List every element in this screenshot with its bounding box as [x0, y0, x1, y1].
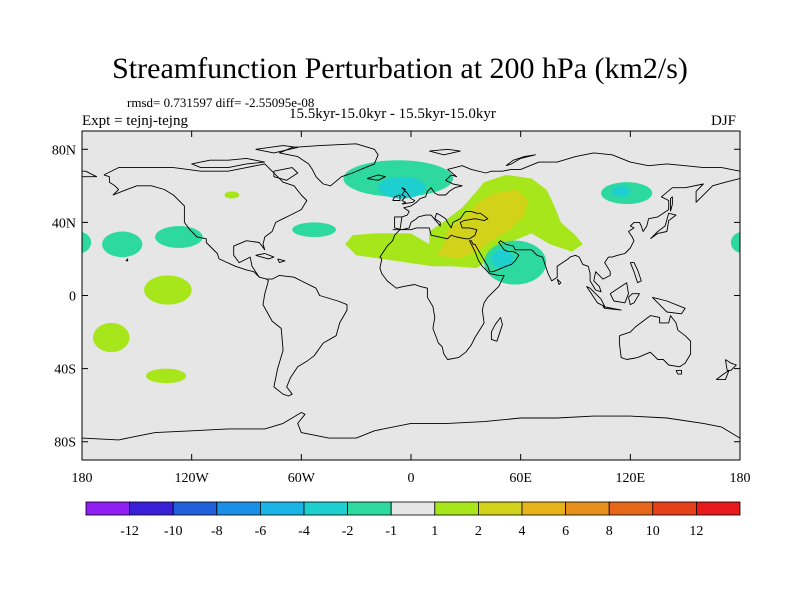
- colorbar-label: -8: [211, 524, 223, 539]
- coastline: [586, 285, 606, 307]
- colorbar-box: [477, 501, 523, 516]
- coastline: [366, 174, 386, 181]
- colorbar-label: 1: [431, 524, 438, 539]
- coastline: [618, 315, 692, 368]
- colorbar-label: -12: [120, 524, 139, 539]
- coastline: [602, 306, 622, 311]
- colorbar: -12 -10 -8 -6 -4 -2 -1 1 2 4 6 8 10 12: [85, 501, 741, 539]
- anomaly-region-positive: [92, 322, 130, 353]
- lon-tick-label: 120E: [616, 471, 646, 486]
- coastline: [724, 359, 737, 371]
- colorbar-label: 6: [562, 524, 569, 539]
- anomaly-region-negative: [82, 231, 92, 254]
- colorbar-box: [129, 501, 174, 516]
- coastline: [125, 258, 129, 262]
- anomaly-region-negative: [155, 226, 203, 248]
- anomaly-region-negative: [612, 185, 631, 197]
- colorbar-box: [565, 501, 610, 516]
- axis-ticks: 80N 40N 0 40S 80S 180 120W 60W 0 60E 120E 180: [52, 131, 751, 486]
- coastline: [82, 170, 98, 178]
- coastline: [609, 282, 629, 304]
- lon-tick-label: 180: [72, 471, 93, 486]
- colorbar-box: [696, 501, 741, 516]
- lon-tick-label: 60W: [288, 471, 316, 486]
- lat-tick-label: 40S: [54, 363, 76, 378]
- lat-tick-label: 80N: [52, 143, 76, 158]
- colorbar-box: [259, 501, 305, 516]
- colorbar-box: [172, 501, 218, 516]
- lat-tick-label: 80S: [54, 436, 76, 451]
- lon-tick-label: 60E: [509, 471, 532, 486]
- colorbar-box: [434, 501, 479, 516]
- anomaly-region-negative: [102, 231, 143, 258]
- coastline: [255, 253, 275, 260]
- coastline: [675, 369, 682, 375]
- season-label: DJF: [711, 113, 737, 129]
- colorbar-label: 10: [646, 524, 660, 539]
- anomaly-region-negative: [292, 222, 337, 238]
- stats-text: rmsd= 0.731597 diff= -2.55095e-08: [127, 95, 315, 110]
- coastline: [379, 178, 740, 360]
- lon-tick-label: 120W: [175, 471, 210, 486]
- colorbar-box: [85, 501, 130, 516]
- coastline: [392, 152, 740, 231]
- coastline: [651, 296, 686, 315]
- anomaly-region-positive-core: [436, 189, 528, 259]
- colorbar-box: [652, 501, 697, 516]
- colorbar-box: [608, 501, 654, 516]
- anomaly-region-negative: [491, 249, 514, 269]
- coastline: [277, 258, 286, 264]
- coastline: [191, 157, 265, 169]
- coastline: [628, 293, 640, 306]
- colorbar-label: 8: [606, 524, 613, 539]
- coastline: [103, 163, 348, 397]
- coastline: [629, 262, 642, 284]
- plot-title: Streamfunction Perturbation at 200 hPa (…: [112, 52, 688, 85]
- colorbar-box: [347, 501, 392, 516]
- coastline: [82, 412, 740, 441]
- coastline: [255, 145, 299, 154]
- lon-tick-label: 180: [730, 471, 751, 486]
- colorbar-label: -2: [342, 524, 354, 539]
- coastline: [392, 194, 401, 201]
- experiment-label: Expt = tejnj-tejng: [82, 113, 188, 129]
- colorbar-box: [216, 501, 261, 516]
- coastline: [670, 196, 673, 212]
- colorbar-label: -6: [255, 524, 267, 539]
- coastline: [505, 154, 536, 167]
- lat-tick-label: 40N: [52, 216, 76, 231]
- colorbar-box: [521, 501, 566, 516]
- coastline: [278, 143, 379, 187]
- colorbar-box: [303, 501, 348, 516]
- coastline: [490, 317, 503, 342]
- coastline: [556, 278, 562, 285]
- coastline: [401, 187, 416, 205]
- anomaly-region-positive: [145, 368, 187, 384]
- colorbar-label: 4: [519, 524, 526, 539]
- colorbar-label: -1: [385, 524, 397, 539]
- anomaly-contours: [82, 160, 740, 384]
- anomaly-region-positive: [144, 275, 192, 305]
- anomaly-region-negative: [730, 231, 740, 254]
- colorbar-label: -10: [164, 524, 183, 539]
- coastline: [429, 148, 461, 156]
- colorbar-box: [390, 501, 436, 516]
- coastlines: [82, 143, 740, 441]
- lon-tick-label: 0: [408, 471, 415, 486]
- anomaly-region-positive: [224, 191, 240, 199]
- coastline: [715, 369, 730, 381]
- coastline: [650, 212, 677, 240]
- colorbar-label: 2: [475, 524, 482, 539]
- colorbar-label: -4: [298, 524, 310, 539]
- colorbar-label: 12: [689, 524, 703, 539]
- lat-tick-label: 0: [69, 290, 76, 305]
- period-subtitle: 15.5kyr-15.0kyr - 15.5kyr-15.0kyr: [289, 106, 496, 122]
- coastline: [273, 167, 299, 181]
